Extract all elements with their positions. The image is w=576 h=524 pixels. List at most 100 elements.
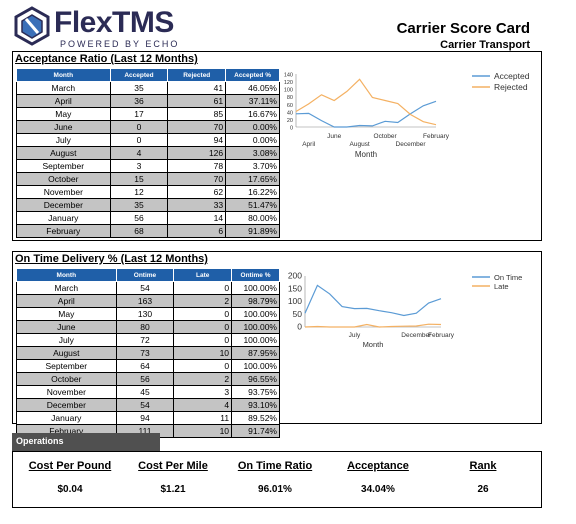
y-tick-label: 140 (284, 73, 293, 79)
metric-label: Cost Per Pound (28, 460, 112, 472)
cell-count-b: 0 (173, 359, 233, 373)
logo-tagline: POWERED BY ECHO (60, 39, 180, 49)
cell-count-a: 163 (115, 294, 175, 308)
table-row: December 54 4 93.10% (16, 398, 280, 412)
table-row: August 4 126 3.08% (16, 146, 280, 160)
cell-count-b: 0 (173, 281, 233, 295)
y-tick-label: 0 (290, 126, 293, 132)
cell-count-b: 3 (173, 385, 233, 399)
col-month: Month (16, 268, 117, 282)
table-row: July 0 94 0.00% (16, 133, 280, 147)
cell-month: June (16, 320, 117, 334)
cell-month: January (16, 211, 111, 225)
cell-pct: 46.05% (225, 81, 280, 95)
cell-count-a: 12 (109, 185, 169, 199)
col-accepted-pct: Accepted % (225, 68, 280, 82)
metric-cost-per-mile: Cost Per Mile $1.21 (131, 460, 215, 495)
acceptance-table-header: Month Accepted Rejected Accepted % (16, 68, 280, 82)
cell-count-b: 2 (173, 294, 233, 308)
cell-count-a: 56 (109, 211, 169, 225)
y-tick-label: 100 (288, 296, 302, 306)
cell-count-a: 35 (109, 198, 169, 212)
ontime-title: On Time Delivery % (Last 12 Months) (15, 253, 208, 265)
table-row: November 45 3 93.75% (16, 385, 280, 399)
cell-count-b: 0 (173, 320, 233, 334)
cell-pct: 80.00% (225, 211, 280, 225)
cell-count-a: 64 (115, 359, 175, 373)
table-row: March 35 41 46.05% (16, 81, 280, 95)
cell-pct: 98.79% (231, 294, 280, 308)
y-tick-label: 100 (284, 88, 293, 94)
x-tick-label: August (350, 141, 370, 148)
metric-on-time-ratio: On Time Ratio 96.01% (233, 460, 317, 495)
y-tick-label: 0 (297, 322, 302, 332)
table-row: May 17 85 16.67% (16, 107, 280, 121)
logo-wordmark: FlexTMS (54, 6, 174, 39)
series-line-late (304, 323, 442, 328)
cell-month: April (16, 94, 111, 108)
cell-count-b: 62 (167, 185, 227, 199)
cell-month: July (16, 133, 111, 147)
carrier-name: Carrier Transport (440, 39, 530, 51)
flextms-logo-icon (14, 6, 50, 46)
cell-count-a: 36 (109, 94, 169, 108)
metric-label: Rank (469, 460, 497, 472)
cell-count-b: 11 (173, 411, 233, 425)
operations-box: Cost Per Pound $0.04 Cost Per Mile $1.21… (12, 451, 542, 508)
table-row: November 12 62 16.22% (16, 185, 280, 199)
cell-pct: 91.74% (231, 424, 280, 438)
cell-pct: 100.00% (231, 307, 280, 321)
cell-count-a: 54 (115, 281, 175, 295)
y-tick-label: 60 (287, 103, 293, 109)
cell-count-b: 2 (173, 372, 233, 386)
ontime-table: Month Ontime Late Ontime % March 54 0 100.0… (16, 268, 280, 438)
flextms-logo: FlexTMS POWERED BY ECHO (14, 6, 184, 50)
cell-count-b: 70 (167, 172, 227, 186)
table-row: June 80 0 100.00% (16, 320, 280, 334)
table-row: December 35 33 51.47% (16, 198, 280, 212)
metric-cost-per-pound: Cost Per Pound $0.04 (25, 460, 115, 495)
cell-pct: 0.00% (225, 120, 280, 134)
cell-count-a: 17 (109, 107, 169, 121)
cell-count-a: 80 (115, 320, 175, 334)
cell-month: March (16, 281, 117, 295)
cell-month: December (16, 198, 111, 212)
cell-count-b: 61 (167, 94, 227, 108)
cell-count-a: 68 (109, 224, 169, 238)
cell-count-b: 85 (167, 107, 227, 121)
x-tick-label: February (428, 332, 455, 339)
cell-count-a: 94 (115, 411, 175, 425)
table-row: January 94 11 89.52% (16, 411, 280, 425)
table-row: September 3 78 3.70% (16, 159, 280, 173)
cell-month: June (16, 120, 111, 134)
table-row: July 72 0 100.00% (16, 333, 280, 347)
legend-label: Accepted (494, 71, 530, 81)
table-row: January 56 14 80.00% (16, 211, 280, 225)
cell-pct: 3.08% (225, 146, 280, 160)
cell-month: August (16, 346, 117, 360)
series-line-on-time (304, 284, 442, 317)
y-tick-label: 200 (288, 271, 302, 281)
cell-pct: 16.67% (225, 107, 280, 121)
series-line-accepted (295, 100, 437, 128)
cell-count-a: 54 (115, 398, 175, 412)
cell-count-a: 3 (109, 159, 169, 173)
table-row: June 0 70 0.00% (16, 120, 280, 134)
cell-count-b: 70 (167, 120, 227, 134)
acceptance-table: Month Accepted Rejected Accepted % March… (16, 68, 280, 238)
cell-count-b: 14 (167, 211, 227, 225)
cell-month: May (16, 307, 117, 321)
cell-month: September (16, 359, 117, 373)
series-line-rejected (295, 78, 437, 126)
metric-label: On Time Ratio (237, 460, 313, 472)
y-tick-label: 40 (287, 110, 293, 116)
table-row: February 68 6 91.89% (16, 224, 280, 238)
metric-acceptance: Acceptance 34.04% (339, 460, 417, 495)
cell-pct: 96.55% (231, 372, 280, 386)
table-row: September 64 0 100.00% (16, 359, 280, 373)
cell-month: September (16, 159, 111, 173)
cell-count-a: 35 (109, 81, 169, 95)
table-row: April 163 2 98.79% (16, 294, 280, 308)
